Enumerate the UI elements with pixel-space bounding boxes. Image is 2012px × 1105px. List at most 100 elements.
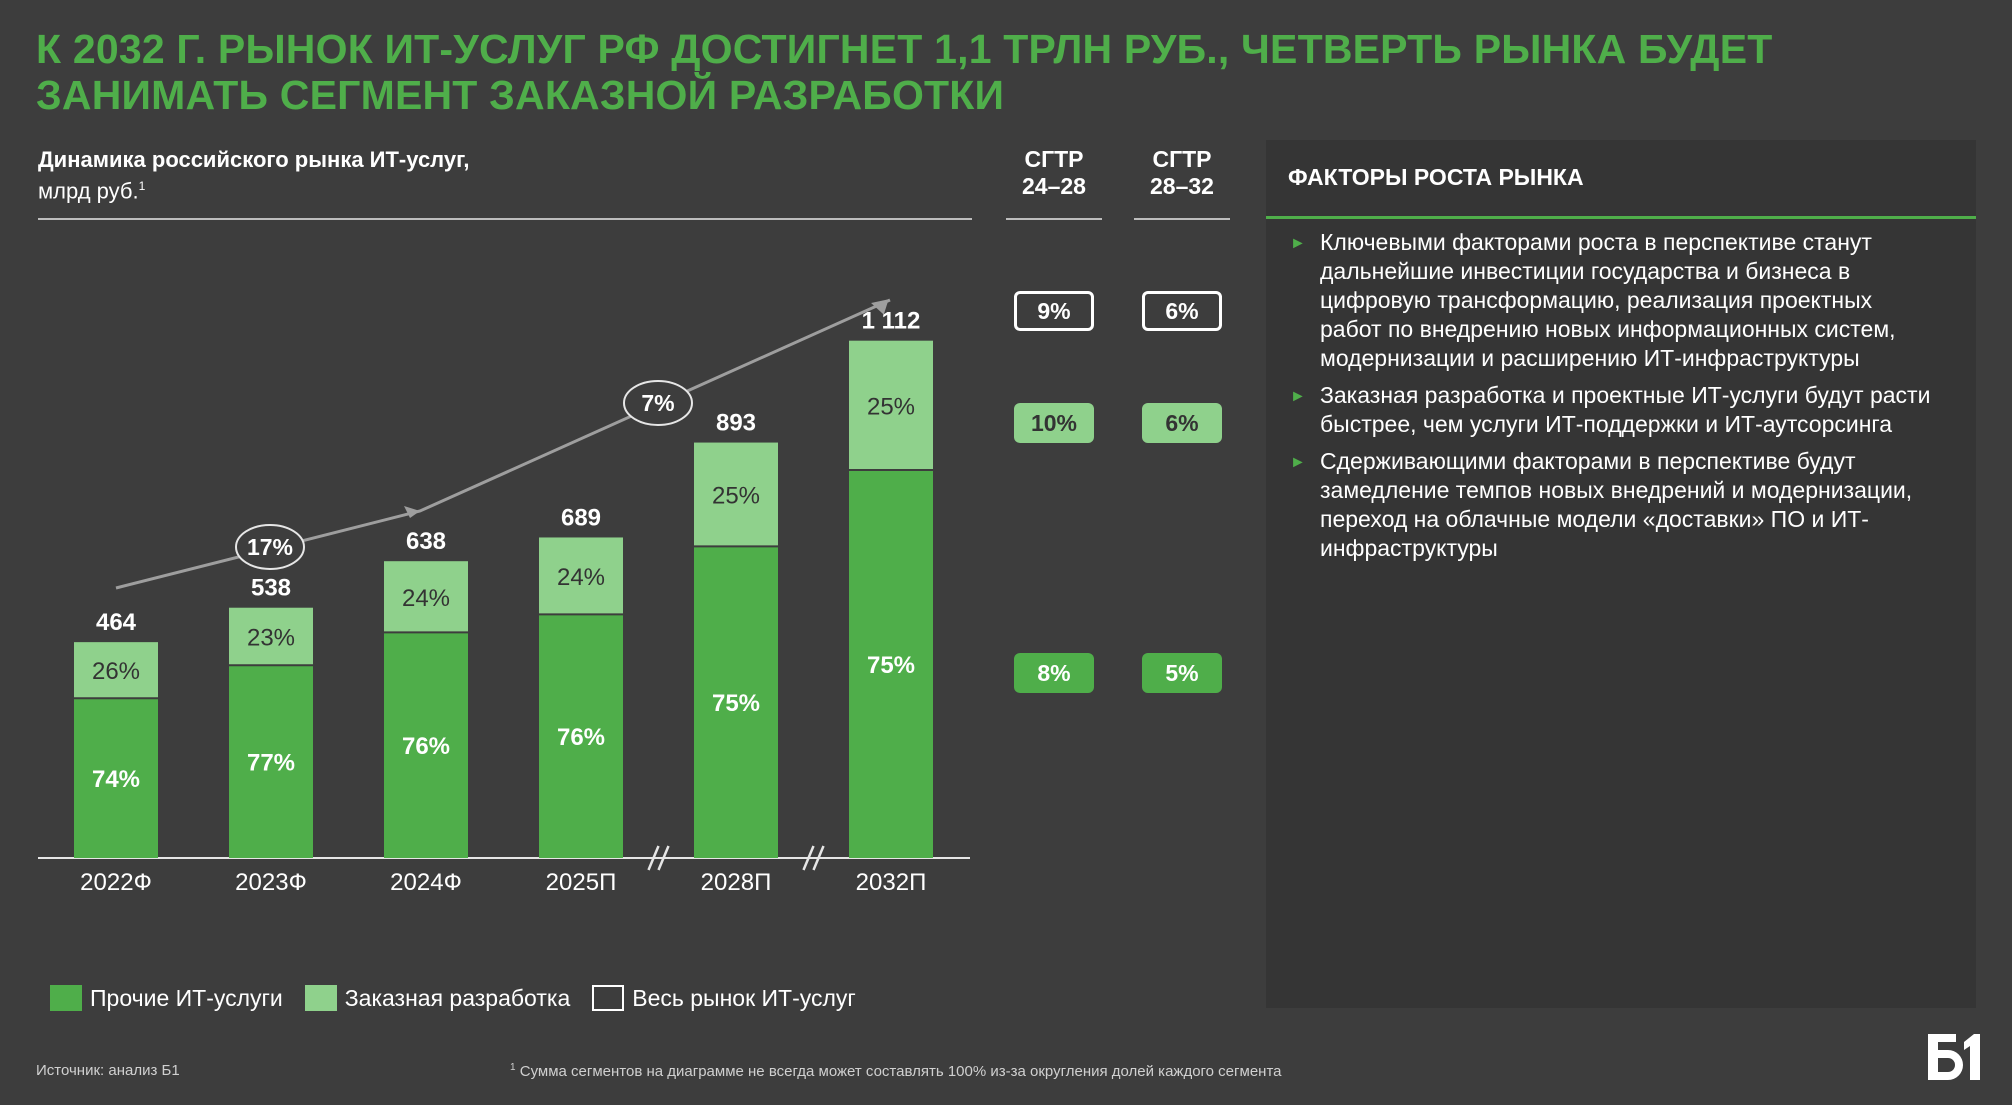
label-other-2032П: 75% [867, 652, 915, 679]
page-title-line-1: К 2032 Г. РЫНОК ИТ-УСЛУГ РФ ДОСТИГНЕТ 1,… [36, 26, 1773, 72]
factor-item-3: ► Сдерживающими факторами в перспективе … [1288, 447, 1956, 563]
cagr-other-28-32: 5% [1142, 653, 1222, 693]
total-label-2032П: 1 112 [862, 308, 921, 335]
factor-item-1: ► Ключевыми факторами роста в перспектив… [1288, 228, 1956, 373]
triangle-bullet-icon: ► [1290, 454, 1306, 471]
bar-custom-2025П [539, 537, 623, 615]
bar-other-2022Ф [74, 698, 158, 858]
x-tick-2032П: 2032П [856, 869, 927, 896]
x-tick-2022Ф: 2022Ф [80, 869, 152, 896]
panel-title: ФАКТОРЫ РОСТА РЫНКА [1288, 164, 1584, 190]
label-custom-2022Ф: 26% [92, 658, 140, 685]
label-custom-2024Ф: 24% [402, 585, 450, 612]
footer-note-text: Сумма сегментов на диаграмме не всегда м… [519, 1063, 1282, 1080]
legend-item-other: Прочие ИТ-услуги [50, 985, 283, 1012]
bar-other-2025П [539, 614, 623, 858]
chart-header-divider [38, 218, 972, 220]
legend-label-other: Прочие ИТ-услуги [90, 984, 283, 1011]
axis-break-mark-2-2 [812, 845, 825, 871]
triangle-bullet-icon: ► [1290, 388, 1306, 405]
label-other-2025П: 76% [557, 724, 605, 751]
factor-2-line-1: Заказная разработка и проектные ИТ-услуг… [1320, 382, 1931, 408]
chart-legend: Прочие ИТ-услуги Заказная разработка Вес… [50, 982, 878, 1014]
factor-1-line-4: работ по внедрению новых информационных … [1320, 316, 1896, 342]
chart-subtitle-text: млрд руб. [38, 178, 139, 204]
total-label-2024Ф: 638 [406, 528, 446, 555]
bar-other-2023Ф [229, 665, 313, 858]
cagr-header-28-32: CГТР 28–32 [1134, 146, 1230, 200]
cagr-other-24-28: 8% [1014, 653, 1094, 693]
axis-break-mark-1-1 [647, 845, 660, 871]
factor-item-2: ► Заказная разработка и проектные ИТ-усл… [1288, 381, 1956, 439]
growth-bubble-2 [623, 380, 693, 426]
page-title-line-2: ЗАНИМАТЬ СЕГМЕНТ ЗАКАЗНОЙ РАЗРАБОТКИ [36, 72, 1005, 118]
legend-swatch-total [592, 985, 625, 1011]
x-tick-2025П: 2025П [546, 869, 617, 896]
axis-break-mark-1-2 [657, 845, 670, 871]
bar-custom-2023Ф [229, 607, 313, 666]
factor-1-line-1: Ключевыми факторами роста в перспективе … [1320, 229, 1872, 255]
factor-3-line-4: инфраструктуры [1320, 535, 1498, 561]
legend-item-total: Весь рынок ИТ-услуг [592, 985, 856, 1012]
bar-custom-2022Ф [74, 642, 158, 699]
label-custom-2028П: 25% [712, 482, 760, 509]
cagr-header-24-28-line2: 24–28 [1022, 173, 1086, 199]
label-custom-2025П: 24% [557, 564, 605, 591]
bar-custom-2032П [849, 340, 933, 471]
cagr-header-28-32-line2: 28–32 [1150, 173, 1214, 199]
growth-bubble-1 [235, 524, 305, 570]
footer-note: 1 Сумма сегментов на диаграмме не всегда… [510, 1062, 1281, 1080]
label-custom-2023Ф: 23% [247, 624, 295, 651]
bar-other-2028П [694, 546, 778, 858]
cagr-header-24-28: CГТР 24–28 [1006, 146, 1102, 200]
b1-logo: Б1 [1928, 1034, 1980, 1080]
cagr-custom-24-28: 10% [1014, 403, 1094, 443]
total-label-2023Ф: 538 [251, 575, 291, 602]
cagr-header-28-32-line1: CГТР [1152, 146, 1212, 172]
factor-1-line-5: модернизации и расширению ИТ-инфраструкт… [1320, 345, 1860, 371]
bar-custom-2028П [694, 442, 778, 547]
factor-3-line-3: переход на облачные модели «доставки» ПО… [1320, 506, 1869, 532]
chart-title-text: Динамика российского рынка ИТ-услуг, [38, 147, 470, 172]
cagr-header-24-28-divider [1006, 218, 1102, 220]
trend-midpoint-arrowhead [404, 506, 420, 518]
growth-factors-panel: ФАКТОРЫ РОСТА РЫНКА ► Ключевыми факторам… [1266, 140, 1976, 1008]
x-tick-2024Ф: 2024Ф [390, 869, 462, 896]
bar-other-2032П [849, 470, 933, 858]
legend-swatch-custom [304, 985, 337, 1011]
total-label-2028П: 893 [716, 410, 756, 437]
factor-3-line-2: замедление темпов новых внедрений и моде… [1320, 477, 1913, 503]
cagr-header-28-32-divider [1134, 218, 1230, 220]
legend-swatch-other [50, 985, 82, 1011]
legend-label-total: Весь рынок ИТ-услуг [632, 984, 856, 1011]
factor-1-line-2: дальнейшие инвестиции государства и бизн… [1320, 258, 1851, 284]
cagr-total-24-28: 9% [1014, 291, 1094, 331]
factor-1-line-3: цифровую трансформацию, реализация проек… [1320, 287, 1873, 313]
label-other-2023Ф: 77% [247, 750, 295, 777]
chart-title: Динамика российского рынка ИТ-услуг, млр… [38, 146, 469, 204]
cagr-header-24-28-line1: CГТР [1024, 146, 1084, 172]
total-label-2022Ф: 464 [96, 609, 137, 636]
legend-label-custom: Заказная разработка [344, 984, 571, 1011]
label-other-2022Ф: 74% [92, 766, 140, 793]
label-custom-2032П: 25% [867, 393, 915, 420]
trend-arrowhead [871, 299, 889, 315]
x-tick-2028П: 2028П [701, 869, 772, 896]
factor-2-line-2: быстрее, чем услуги ИТ-поддержки и ИТ-ау… [1320, 411, 1893, 437]
footer-note-mark: 1 [510, 1062, 516, 1073]
total-label-2025П: 689 [561, 504, 601, 531]
cagr-custom-28-32: 6% [1142, 403, 1222, 443]
panel-divider [1266, 216, 1976, 219]
bar-custom-2024Ф [384, 561, 468, 633]
growth-label-2: 7% [641, 390, 674, 416]
growth-label-1: 17% [247, 534, 293, 560]
factors-list: ► Ключевыми факторами роста в перспектив… [1288, 228, 1956, 571]
chart-subtitle: млрд руб.1 [38, 173, 469, 204]
footer-source: Источник: анализ Б1 [36, 1062, 180, 1079]
axis-break-mark-2-1 [802, 845, 815, 871]
label-other-2024Ф: 76% [402, 733, 450, 760]
legend-item-custom: Заказная разработка [304, 984, 571, 1012]
label-other-2028П: 75% [712, 690, 760, 717]
